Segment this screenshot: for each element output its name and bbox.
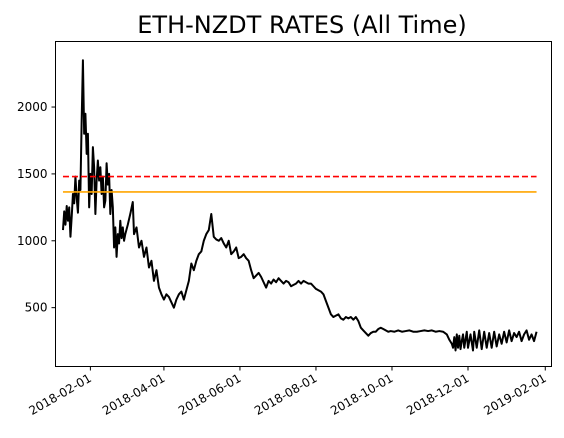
y-tick-label: 500	[25, 301, 48, 315]
x-tick-label: 2018-12-01	[404, 371, 471, 418]
x-tick-label: 2018-06-01	[176, 371, 243, 418]
x-tick-label: 2018-04-01	[100, 371, 167, 418]
y-tick-label: 2000	[17, 100, 48, 114]
x-tick-label: 2019-02-01	[481, 371, 548, 418]
chart-title: ETH-NZDT RATES (All Time)	[137, 11, 466, 39]
x-tick-label: 2018-08-01	[252, 371, 319, 418]
x-tick-label: 2018-10-01	[328, 371, 395, 418]
x-axis: 2018-02-01 2018-04-01 2018-06-01 2018-08-01…	[26, 366, 549, 418]
series-line-0	[61, 59, 538, 352]
x-tick-label: 2018-02-01	[26, 371, 93, 418]
plot-frame	[55, 41, 552, 367]
y-tick-label: 1500	[17, 167, 48, 181]
y-axis: 500 1000 1500 2000	[17, 100, 56, 315]
plot-area	[61, 59, 538, 352]
y-tick-label: 1000	[17, 234, 48, 248]
